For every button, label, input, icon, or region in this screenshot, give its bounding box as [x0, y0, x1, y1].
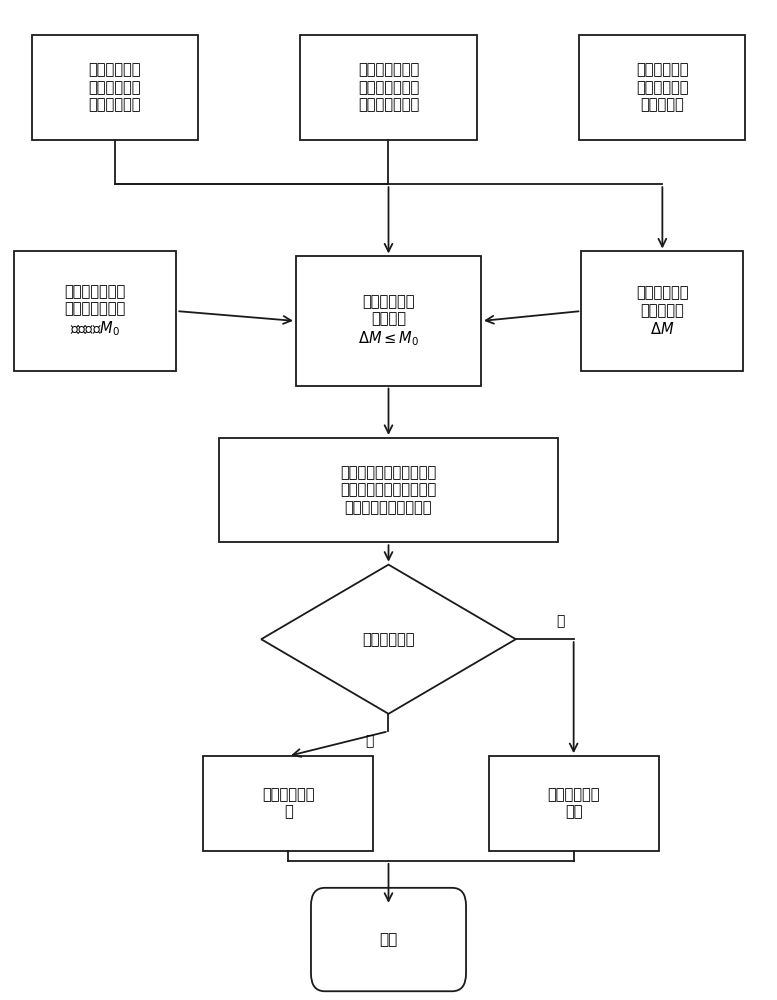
Text: 获得偏心率调整
量与等效成半长
轴调整量的关系: 获得偏心率调整 量与等效成半长 轴调整量的关系 [358, 62, 419, 112]
FancyBboxPatch shape [219, 438, 558, 542]
FancyBboxPatch shape [489, 756, 658, 851]
FancyBboxPatch shape [311, 888, 466, 991]
Text: 卫星不能成功
入轨: 卫星不能成功 入轨 [548, 787, 600, 820]
FancyBboxPatch shape [580, 35, 745, 140]
FancyBboxPatch shape [581, 251, 744, 371]
FancyBboxPatch shape [14, 251, 176, 371]
Text: 是: 是 [365, 735, 374, 749]
Text: 否: 否 [556, 614, 564, 628]
FancyBboxPatch shape [32, 35, 197, 140]
Text: 卫星成功入轨
判定公式
$\Delta M \leq M_0$: 卫星成功入轨 判定公式 $\Delta M \leq M_0$ [358, 294, 419, 348]
Text: 卫星能成功入
轨: 卫星能成功入 轨 [262, 787, 315, 820]
Text: 满足判断公式: 满足判断公式 [362, 632, 415, 647]
Text: 获得倾角调整
量与推进剂消
耗量的关系: 获得倾角调整 量与推进剂消 耗量的关系 [636, 62, 688, 112]
Polygon shape [261, 565, 516, 714]
FancyBboxPatch shape [296, 256, 481, 386]
Text: 获得半长轴调
整量与推进剂
消耗量的关系: 获得半长轴调 整量与推进剂 消耗量的关系 [89, 62, 141, 112]
FancyBboxPatch shape [204, 756, 373, 851]
FancyBboxPatch shape [300, 35, 477, 140]
Text: 结束: 结束 [379, 932, 398, 947]
Text: 获得卫星变轨所
能提供的总推进
剂消耗量$M_0$: 获得卫星变轨所 能提供的总推进 剂消耗量$M_0$ [64, 284, 126, 338]
Text: 得到包含半长轴调整量、
偏心率调整量与倾角调整
量的入轨成功判断公式: 得到包含半长轴调整量、 偏心率调整量与倾角调整 量的入轨成功判断公式 [340, 465, 437, 515]
Text: 初轨调整所需
的总推进剂
$\Delta M$: 初轨调整所需 的总推进剂 $\Delta M$ [636, 286, 688, 337]
